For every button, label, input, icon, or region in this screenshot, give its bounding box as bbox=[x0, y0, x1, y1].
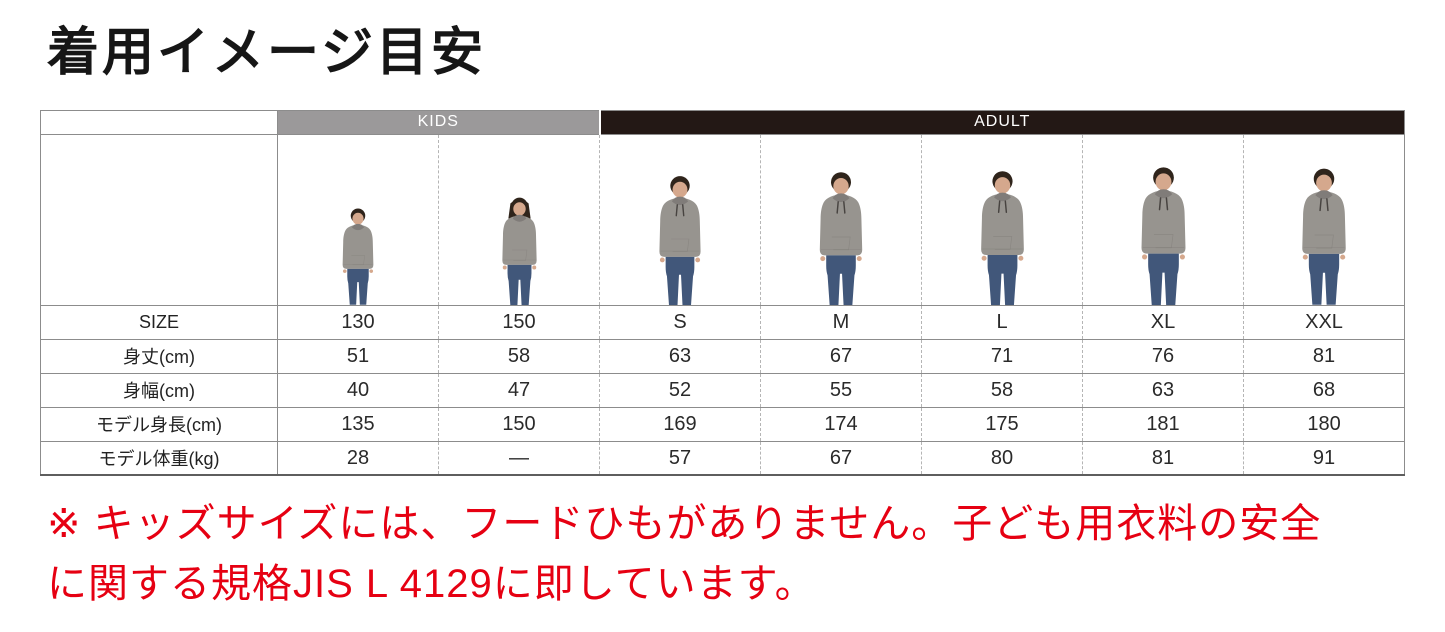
row-label-body-length: 身丈(cm) bbox=[40, 338, 278, 374]
cell-body-width-S: 52 bbox=[599, 372, 761, 408]
person-figure-130 bbox=[342, 208, 374, 305]
cell-model-weight-150: ― bbox=[438, 440, 600, 477]
cell-model-height-L: 175 bbox=[921, 406, 1083, 442]
person-figure-S bbox=[659, 175, 701, 305]
column-group-adult: ADULT bbox=[598, 109, 1405, 135]
table-row-model-weight: モデル体重(kg) 28 ― 57 67 80 81 91 bbox=[40, 440, 1405, 477]
kids-note: ※ キッズサイズには、フードひもがありません。子ども用衣料の安全 に関する規格J… bbox=[47, 494, 1405, 614]
cell-body-width-150: 47 bbox=[438, 372, 600, 408]
table-row-body-width: 身幅(cm) 40 47 52 55 58 63 68 bbox=[40, 372, 1405, 408]
row-label-body-width: 身幅(cm) bbox=[40, 372, 278, 408]
cell-body-width-L: 58 bbox=[921, 372, 1083, 408]
person-figure-150 bbox=[501, 197, 537, 305]
cell-model-height-M: 174 bbox=[760, 406, 922, 442]
cell-body-length-XL: 76 bbox=[1082, 338, 1244, 374]
cell-model-weight-130: 28 bbox=[277, 440, 439, 477]
person-figure-M bbox=[819, 171, 863, 305]
cell-model-height-XL: 181 bbox=[1082, 406, 1244, 442]
cell-body-length-S: 63 bbox=[599, 338, 761, 374]
row-label-size: SIZE bbox=[40, 304, 278, 340]
cell-body-width-130: 40 bbox=[277, 372, 439, 408]
photo-row-label-cell bbox=[40, 133, 278, 306]
model-photo-XXL bbox=[1242, 133, 1405, 306]
cell-body-width-XXL: 68 bbox=[1242, 372, 1405, 408]
person-figure-L bbox=[980, 171, 1024, 305]
cell-size-S: S bbox=[599, 304, 761, 340]
size-table: KIDS ADULT SIZE 130 150 S M L XL XXL 身丈(cm) 51 58 6… bbox=[40, 109, 1406, 477]
row-label-model-weight: モデル体重(kg) bbox=[40, 440, 278, 477]
cell-body-width-M: 55 bbox=[760, 372, 922, 408]
kids-note-line-2: に関する規格JIS L 4129に即しています。 bbox=[47, 562, 816, 607]
model-photo-L bbox=[921, 133, 1083, 306]
cell-model-weight-XL: 81 bbox=[1082, 440, 1244, 477]
table-corner-cell bbox=[40, 109, 278, 135]
size-guide-page: 着用イメージ目安 KIDS ADULT SIZE 130 150 S M L XL XXL 身丈… bbox=[40, 24, 1406, 614]
cell-size-130: 130 bbox=[277, 304, 439, 340]
cell-body-length-M: 67 bbox=[760, 338, 922, 374]
row-label-model-height: モデル身長(cm) bbox=[40, 406, 278, 442]
page-title: 着用イメージ目安 bbox=[47, 24, 486, 82]
cell-model-weight-L: 80 bbox=[921, 440, 1083, 477]
cell-body-width-XL: 63 bbox=[1082, 372, 1244, 408]
kids-note-line-1: ※ キッズサイズには、フードひもがありません。子ども用衣料の安全 bbox=[47, 502, 1322, 547]
cell-size-L: L bbox=[921, 304, 1083, 340]
cell-size-150: 150 bbox=[438, 304, 600, 340]
cell-size-XXL: XXL bbox=[1242, 304, 1405, 340]
column-group-kids: KIDS bbox=[277, 109, 600, 135]
cell-body-length-150: 58 bbox=[438, 338, 600, 374]
person-figure-XXL bbox=[1302, 168, 1346, 305]
cell-body-length-130: 51 bbox=[277, 338, 439, 374]
cell-model-height-130: 135 bbox=[277, 406, 439, 442]
cell-model-height-S: 169 bbox=[599, 406, 761, 442]
table-row-body-length: 身丈(cm) 51 58 63 67 71 76 81 bbox=[40, 338, 1405, 374]
cell-body-length-L: 71 bbox=[921, 338, 1083, 374]
cell-size-M: M bbox=[760, 304, 922, 340]
cell-model-weight-S: 57 bbox=[599, 440, 761, 477]
cell-model-weight-M: 67 bbox=[760, 440, 922, 477]
model-photo-S bbox=[599, 133, 761, 306]
table-row-model-height: モデル身長(cm) 135 150 169 174 175 181 180 bbox=[40, 406, 1405, 442]
table-row-size: SIZE 130 150 S M L XL XXL bbox=[40, 304, 1405, 340]
group-header-row: KIDS ADULT bbox=[40, 109, 1405, 135]
cell-size-XL: XL bbox=[1082, 304, 1244, 340]
model-photo-150 bbox=[438, 133, 600, 306]
model-photo-XL bbox=[1082, 133, 1244, 306]
cell-model-height-150: 150 bbox=[438, 406, 600, 442]
cell-model-weight-XXL: 91 bbox=[1242, 440, 1405, 477]
model-photo-M bbox=[760, 133, 922, 306]
model-photo-row bbox=[40, 133, 1405, 306]
cell-body-length-XXL: 81 bbox=[1242, 338, 1405, 374]
model-photo-130 bbox=[277, 133, 439, 306]
person-figure-XL bbox=[1141, 167, 1185, 305]
cell-model-height-XXL: 180 bbox=[1242, 406, 1405, 442]
